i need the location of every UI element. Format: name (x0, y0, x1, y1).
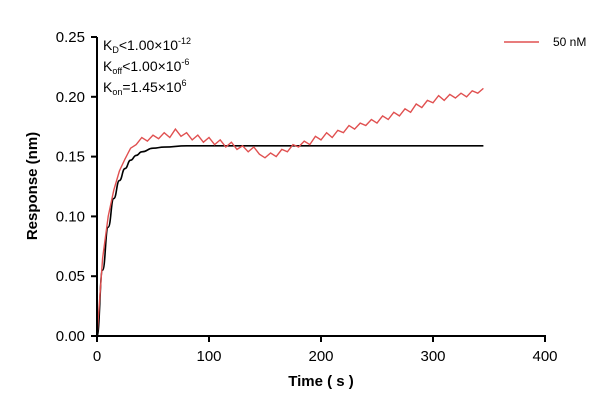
y-tick-label: 0.00 (56, 328, 85, 345)
series-50nM-line (96, 87, 484, 337)
y-tick-label: 0.25 (56, 29, 85, 46)
y-tick-label: 0.05 (56, 268, 85, 285)
legend: 50 nM (504, 35, 586, 49)
koff-annotation: Koff<1.00×10-6 (103, 57, 189, 76)
y-tick-label: 0.15 (56, 149, 85, 166)
legend-label-50nM: 50 nM (553, 35, 586, 49)
kd-annotation: KD<1.00×10-12 (103, 36, 191, 55)
x-axis-label: Time ( s ) (288, 373, 354, 390)
kon-annotation: Kon=1.45×106 (103, 78, 187, 97)
y-axis-label: Response (nm) (24, 132, 41, 240)
y-tick-label: 0.10 (56, 208, 85, 225)
x-tick-label: 100 (196, 348, 221, 365)
y-axis-ticks: 0.00 0.05 0.10 0.15 0.20 0.25 (56, 29, 97, 345)
x-tick-label: 300 (420, 348, 445, 365)
x-tick-label: 200 (308, 348, 333, 365)
fit-curve (96, 145, 484, 337)
x-tick-label: 400 (532, 348, 557, 365)
kinetics-annotation: KD<1.00×10-12 Koff<1.00×10-6 Kon=1.45×10… (103, 36, 191, 97)
x-tick-label: 0 (93, 348, 101, 365)
x-axis-ticks: 0 100 200 300 400 (93, 336, 558, 365)
y-tick-label: 0.20 (56, 89, 85, 106)
